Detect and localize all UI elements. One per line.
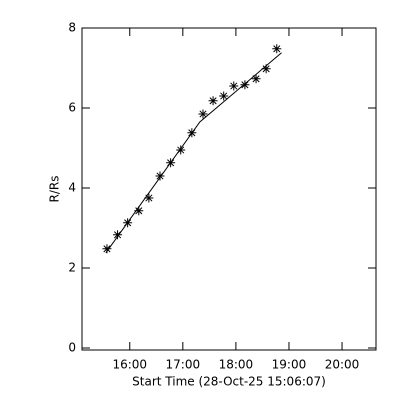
- data-point: [261, 64, 271, 74]
- y-axis-label: R/Rs: [48, 176, 62, 203]
- data-point: [240, 80, 250, 90]
- y-tick-label: 4: [68, 181, 76, 195]
- data-point: [155, 171, 165, 181]
- data-point: [251, 74, 261, 84]
- fit-line: [105, 52, 282, 254]
- data-point: [198, 109, 208, 119]
- data-point: [102, 244, 112, 254]
- data-point: [144, 193, 154, 203]
- data-point: [272, 44, 282, 54]
- data-point: [208, 96, 218, 106]
- data-point: [229, 81, 239, 91]
- y-tick-label: 0: [68, 341, 76, 355]
- y-tick-label: 6: [68, 101, 76, 115]
- x-tick-label: 20:00: [325, 358, 360, 372]
- data-point: [113, 230, 123, 240]
- data-point: [176, 145, 186, 155]
- x-axis-label: Start Time (28-Oct-25 15:06:07): [132, 375, 326, 389]
- data-point: [134, 206, 144, 216]
- x-tick-label: 18:00: [219, 358, 254, 372]
- data-point: [219, 91, 229, 101]
- plot-frame: [81, 27, 377, 351]
- x-tick-label: 16:00: [112, 358, 147, 372]
- y-tick-label: 8: [68, 21, 76, 35]
- x-tick-label: 19:00: [272, 358, 307, 372]
- y-tick-label: 2: [68, 261, 76, 275]
- x-tick-label: 17:00: [166, 358, 201, 372]
